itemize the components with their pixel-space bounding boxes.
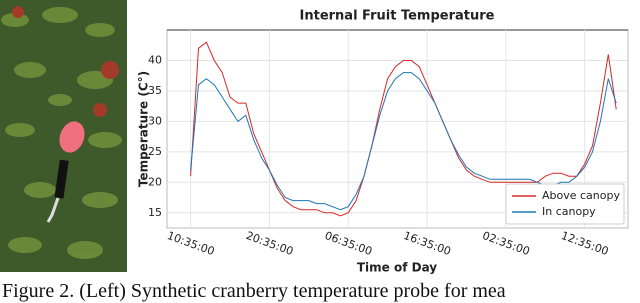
y-tick-label: 25 <box>148 145 162 158</box>
y-tick-label: 35 <box>148 84 162 97</box>
legend-label: In canopy <box>542 205 596 218</box>
x-tick-label: 16:35:00 <box>402 229 453 258</box>
x-tick-label: 06:35:00 <box>323 229 374 258</box>
y-tick-label: 20 <box>148 175 162 188</box>
x-tick-label: 10:35:00 <box>165 229 216 258</box>
probe-photo <box>0 0 127 272</box>
x-axis-label: Time of Day <box>357 261 437 275</box>
legend-box <box>505 183 625 225</box>
x-tick-label: 12:35:00 <box>559 229 610 258</box>
figure-caption: Figure 2. (Left) Synthetic cranberry tem… <box>2 280 506 302</box>
y-tick-label: 40 <box>148 53 162 66</box>
series-line <box>190 41 617 217</box>
y-tick-label: 30 <box>148 114 162 127</box>
legend-label: Above canopy <box>542 189 620 202</box>
y-axis-label: Temperature (C°) <box>137 71 151 187</box>
x-tick-label: 02:35:00 <box>481 229 532 258</box>
figure: Internal Fruit Temperature Time of Day T… <box>0 0 629 275</box>
x-tick-label: 20:35:00 <box>244 229 295 258</box>
chart-title: Internal Fruit Temperature <box>300 9 495 24</box>
y-tick-label: 15 <box>148 206 162 219</box>
